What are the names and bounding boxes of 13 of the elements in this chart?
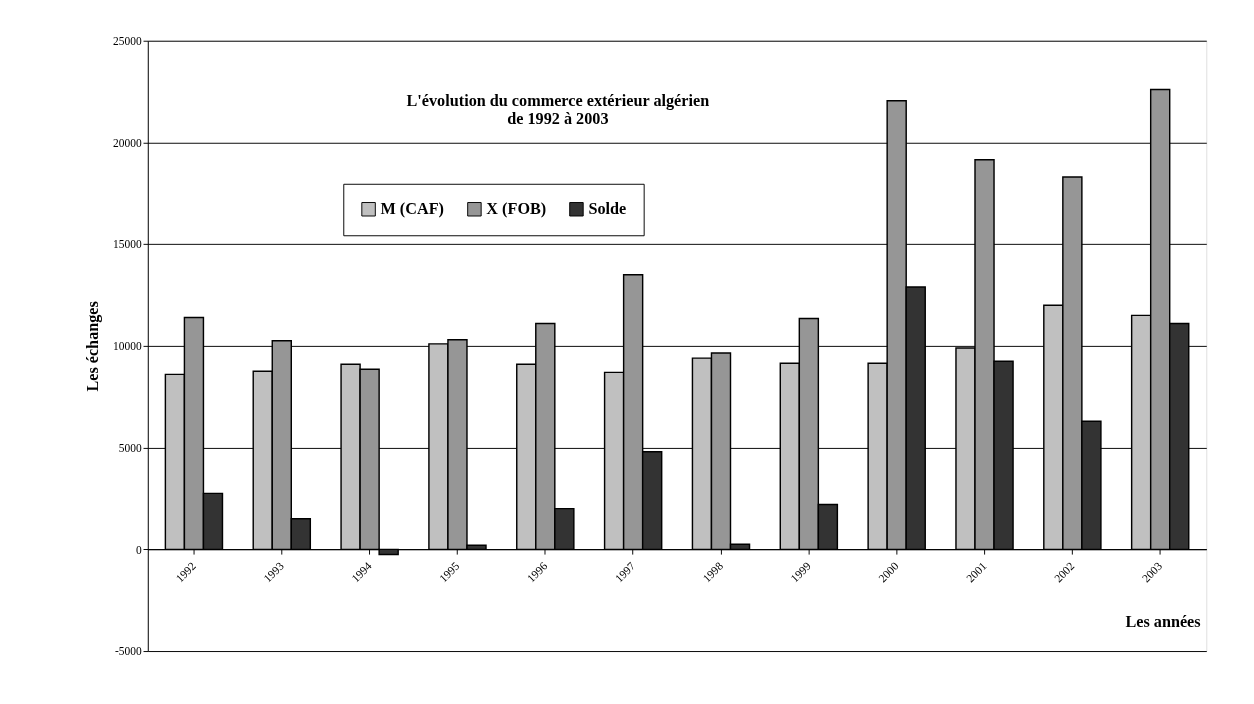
y-tick-label: 25000 xyxy=(113,35,142,48)
y-tick-label: 20000 xyxy=(113,136,142,149)
legend-label: M (CAF) xyxy=(380,200,444,219)
y-tick-label: 10000 xyxy=(113,340,142,353)
y-tick-label: -5000 xyxy=(114,645,142,658)
legend-label: Solde xyxy=(588,200,627,219)
y-axis-title: Les échanges xyxy=(83,301,102,392)
y-tick-label: 5000 xyxy=(118,441,142,454)
x-axis-title: Les années xyxy=(1125,613,1201,632)
y-tick-label: 15000 xyxy=(113,238,142,251)
text: L'évolution du commerce extérieur algérien de 1992 à 2003 xyxy=(406,91,710,128)
y-tick-label: 0 xyxy=(135,543,142,556)
legend-label: X (FOB) xyxy=(486,200,547,219)
